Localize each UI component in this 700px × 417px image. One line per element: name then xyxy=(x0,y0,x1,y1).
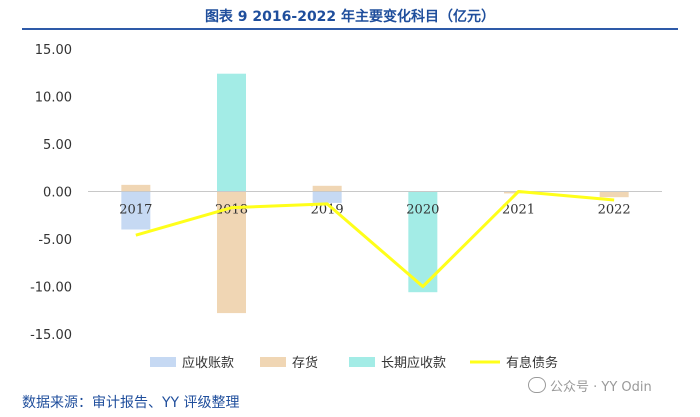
y-tick-label: 10.00 xyxy=(35,91,72,106)
bar-长期应收款-2018 xyxy=(217,73,246,192)
legend: 应收账款 存货 长期应收款 有息债务 xyxy=(150,355,558,371)
line-series-group xyxy=(135,190,615,288)
legend-label-有息债务: 有息债务 xyxy=(506,355,558,371)
watermark-text: 公众号 · YY Odin xyxy=(550,380,652,395)
x-tick-label: 2021 xyxy=(502,203,535,218)
y-tick-label: 15.00 xyxy=(35,43,72,58)
title-underline xyxy=(22,28,678,30)
bar-存货-2019 xyxy=(312,185,342,192)
bar-应收账款-2019 xyxy=(312,191,342,203)
watermark: 公众号 · YY Odin xyxy=(528,376,652,395)
y-tick-label: -10.00 xyxy=(30,281,72,296)
y-axis: 15.00 10.00 5.00 0.00 -5.00 -10.00 -15.00 xyxy=(30,43,72,343)
x-axis-labels: 2017 2018 2019 2020 2021 2022 xyxy=(119,203,630,218)
y-tick-label: 0.00 xyxy=(43,186,72,201)
bars-group xyxy=(121,73,629,314)
bar-应收账款-2017 xyxy=(121,191,151,230)
y-tick-label: -15.00 xyxy=(30,328,72,343)
line-有息债务 xyxy=(135,190,615,288)
bar-存货-2017 xyxy=(121,184,151,192)
legend-swatch-存货 xyxy=(260,357,286,367)
x-tick-label: 2020 xyxy=(406,203,439,218)
legend-swatch-长期应收款 xyxy=(349,357,375,367)
legend-swatch-应收账款 xyxy=(150,357,176,367)
x-tick-label: 2017 xyxy=(119,203,152,218)
source-note: 数据来源：审计报告、YY 评级整理 xyxy=(22,395,240,411)
wechat-icon xyxy=(528,377,546,393)
legend-label-存货: 存货 xyxy=(292,355,318,371)
x-tick-label: 2022 xyxy=(598,203,631,218)
chart-title: 图表 9 2016-2022 年主要变化科目（亿元） xyxy=(204,9,496,25)
y-tick-label: -5.00 xyxy=(38,233,72,248)
legend-label-应收账款: 应收账款 xyxy=(182,355,234,371)
y-tick-label: 5.00 xyxy=(43,138,72,153)
legend-label-长期应收款: 长期应收款 xyxy=(381,355,446,371)
bar-存货-2022 xyxy=(599,191,629,198)
x-tick-label: 2019 xyxy=(311,203,344,218)
